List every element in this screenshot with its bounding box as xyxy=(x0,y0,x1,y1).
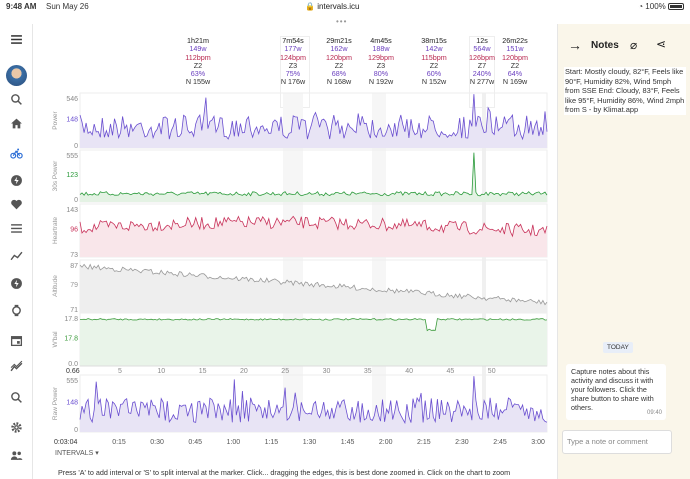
avatar[interactable] xyxy=(6,65,27,86)
search-icon[interactable] xyxy=(0,88,33,110)
lap-z: Z2 xyxy=(429,60,439,70)
lap-hr: 120bpm xyxy=(326,52,352,62)
lap-pct: 75% xyxy=(285,69,301,79)
lap-dur: 4m45s xyxy=(370,36,392,45)
lap-np: N 176w xyxy=(280,77,306,87)
intervals-dropdown[interactable]: INTERVALS ▾ xyxy=(55,450,99,457)
message-bubble: Capture notes about this activity and di… xyxy=(566,364,666,420)
lap-z: Z2 xyxy=(193,60,203,70)
share-icon[interactable]: ⋖ xyxy=(656,37,667,51)
lap-np: N 277w xyxy=(469,77,495,87)
chart-icon[interactable] xyxy=(0,355,33,377)
lap-summary[interactable]: 38m15s 142w 115bpm Z2 60% N 152w xyxy=(409,36,459,87)
lap-pct: 63% xyxy=(190,69,206,79)
people-icon[interactable] xyxy=(0,444,33,466)
activity-note[interactable]: Start: Mostly cloudy, 82°F, Feels like 9… xyxy=(564,67,686,115)
lap-pw: 177w xyxy=(284,44,302,54)
home-icon[interactable] xyxy=(0,112,33,134)
gear-icon[interactable] xyxy=(0,416,33,438)
battery-status: ◔ 100% xyxy=(638,2,684,11)
battery-percent: 100% xyxy=(645,2,666,11)
lap-pw: 151w xyxy=(506,44,524,54)
lap-summary[interactable]: 1h21m 149w 112bpm Z2 63% N 155w xyxy=(173,36,223,87)
lap-z: Z7 xyxy=(477,60,487,70)
lap-dur: 7m54s xyxy=(282,36,304,45)
arrow-right-icon[interactable]: → xyxy=(568,37,582,53)
battery-icon xyxy=(668,3,684,10)
lap-pw: 564w xyxy=(473,44,491,54)
lap-hr: 124bpm xyxy=(280,52,306,62)
heart-icon[interactable] xyxy=(0,193,33,215)
bolt-icon[interactable] xyxy=(0,169,33,191)
notes-panel: → Notes ⌀ ⋖ Start: Mostly cloudy, 82°F, … xyxy=(557,24,690,479)
status-bar: 9:48 AM Sun May 26 🔒 intervals.icu ◔ 100… xyxy=(0,0,690,14)
lap-summary[interactable]: 4m45s 188w 129bpm Z3 80% N 192w xyxy=(356,36,406,87)
sidebar xyxy=(0,24,33,479)
watch-icon[interactable] xyxy=(0,299,33,321)
wifi-icon: ◔ xyxy=(638,2,646,11)
lap-summary[interactable]: 29m21s 162w 120bpm Z2 68% N 168w xyxy=(314,36,364,87)
lap-pw: 162w xyxy=(330,44,348,54)
lap-dur: 29m21s xyxy=(326,36,352,45)
lap-pw: 142w xyxy=(425,44,443,54)
lap-pct: 64% xyxy=(507,69,523,79)
lap-z: Z3 xyxy=(376,60,386,70)
menu-icon[interactable] xyxy=(0,28,33,50)
power-icon[interactable] xyxy=(0,272,33,294)
lap-np: N 152w xyxy=(421,77,447,87)
lap-np: N 169w xyxy=(502,77,528,87)
clock: 9:48 AM xyxy=(6,2,37,11)
message-text: Capture notes about this activity and di… xyxy=(571,367,654,412)
date: Sun May 26 xyxy=(46,2,89,11)
calendar-icon[interactable] xyxy=(0,329,33,351)
lap-dur: 1h21m xyxy=(187,36,209,45)
lap-hr: 126bpm xyxy=(469,52,495,62)
activity-chart-area: 1h21m 149w 112bpm Z2 63% N 155w 7m54s 177w 124bp… xyxy=(33,24,557,479)
lap-pct: 60% xyxy=(426,69,442,79)
lap-summary[interactable]: 12s 564w 126bpm Z7 240% N 277w xyxy=(457,36,507,87)
lap-dur: 12s xyxy=(476,36,488,45)
lap-hr: 112bpm xyxy=(185,52,211,62)
url-text: intervals.icu xyxy=(317,2,360,11)
date-separator: TODAY xyxy=(603,342,633,353)
bike-icon[interactable] xyxy=(0,142,33,164)
lap-dur: 26m22s xyxy=(502,36,528,45)
lap-z: Z3 xyxy=(288,60,298,70)
trend-icon[interactable] xyxy=(0,245,33,267)
list-icon[interactable] xyxy=(0,217,33,239)
notes-header: → Notes ⌀ ⋖ xyxy=(558,34,690,58)
lap-np: N 155w xyxy=(185,77,211,87)
url-bar[interactable]: 🔒 intervals.icu xyxy=(305,2,360,11)
lap-hr: 120bpm xyxy=(502,52,528,62)
lap-pw: 188w xyxy=(372,44,390,54)
lap-np: N 192w xyxy=(368,77,394,87)
tab-dots[interactable]: ••• xyxy=(336,17,348,26)
lap-hr: 115bpm xyxy=(421,52,447,62)
lap-summary[interactable]: 7m54s 177w 124bpm Z3 75% N 176w xyxy=(268,36,318,87)
help-hint: Press 'A' to add interval or 'S' to spli… xyxy=(58,468,511,477)
lap-dur: 38m15s xyxy=(421,36,447,45)
lap-z: Z2 xyxy=(334,60,344,70)
lap-summary[interactable]: 26m22s 151w 120bpm Z2 64% N 169w xyxy=(490,36,540,87)
lap-pw: 149w xyxy=(189,44,207,54)
lap-pct: 240% xyxy=(472,69,492,79)
paperclip-icon[interactable]: ⌀ xyxy=(630,38,638,52)
lap-pct: 80% xyxy=(373,69,389,79)
lap-pct: 68% xyxy=(331,69,347,79)
note-input[interactable]: Type a note or comment xyxy=(562,430,672,454)
lap-np: N 168w xyxy=(326,77,352,87)
lap-hr: 129bpm xyxy=(368,52,394,62)
message-time: 09:40 xyxy=(646,410,662,416)
search2-icon[interactable] xyxy=(0,386,33,408)
notes-title: Notes xyxy=(591,40,619,51)
lap-z: Z2 xyxy=(510,60,520,70)
